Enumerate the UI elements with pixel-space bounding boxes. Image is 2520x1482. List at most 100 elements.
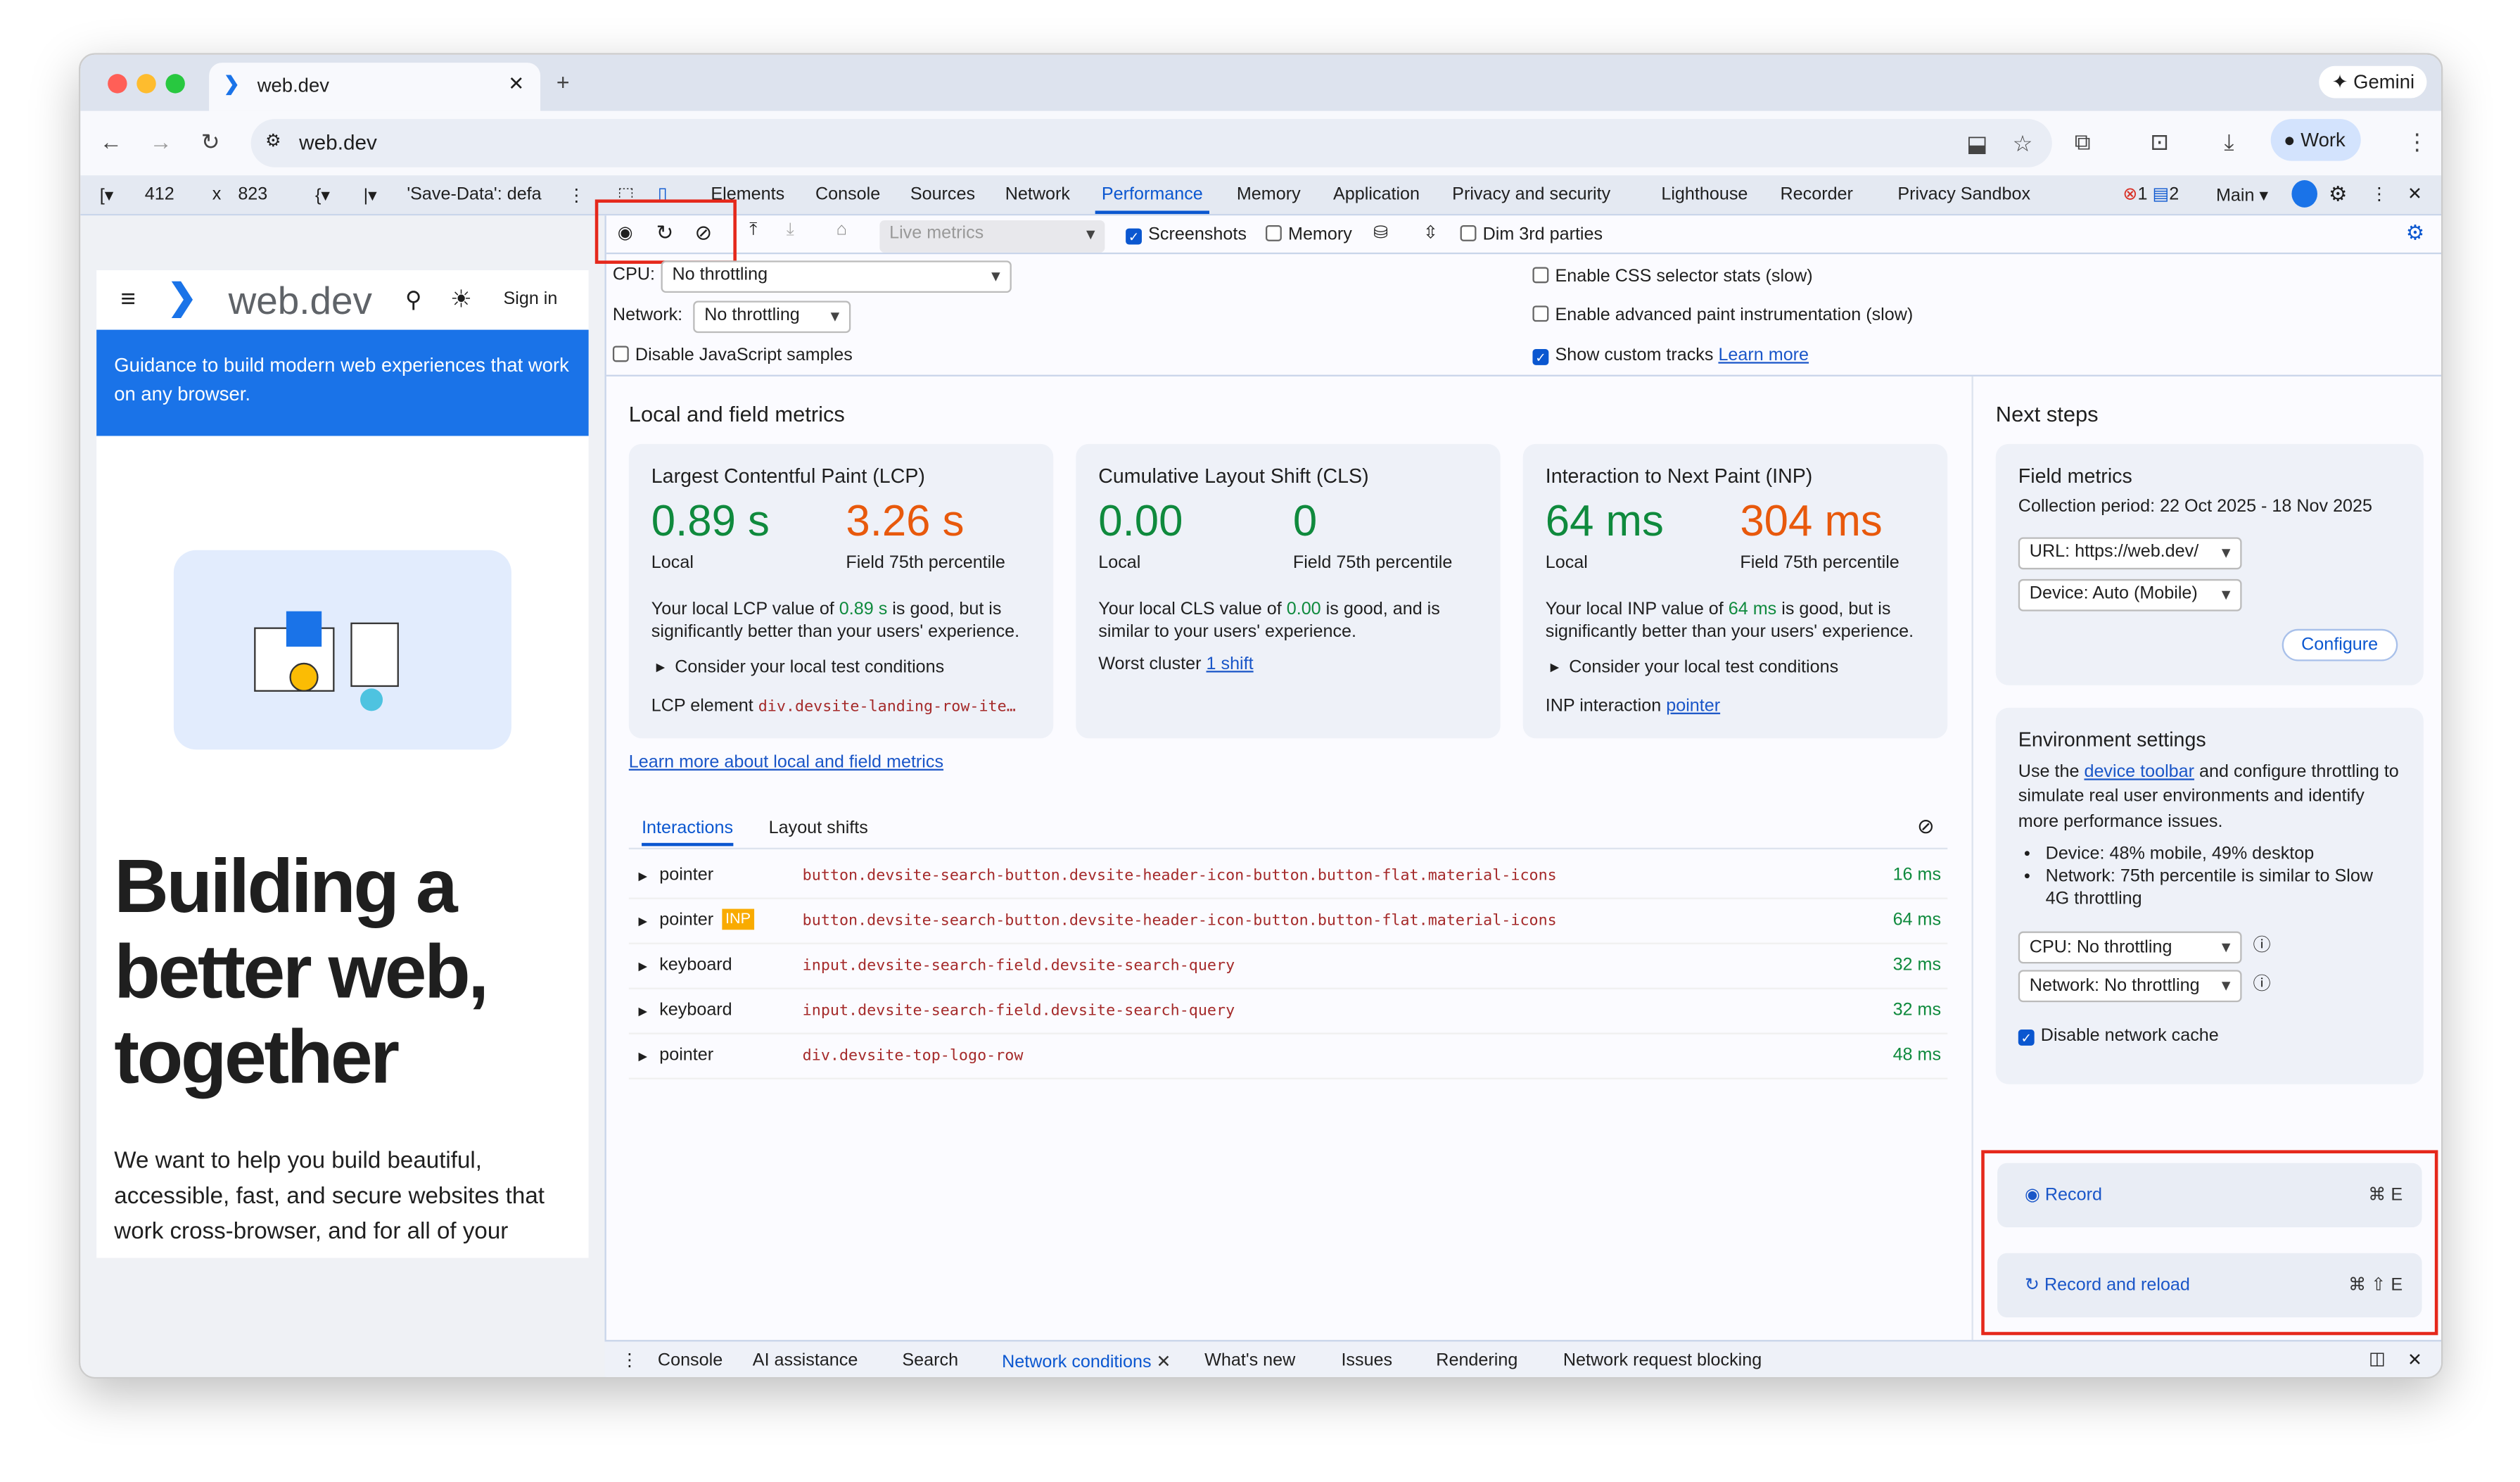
sign-in-link[interactable]: Sign in (503, 289, 558, 309)
profile-button[interactable]: ● Work (2270, 119, 2362, 161)
target-select[interactable]: Main ▾ (2215, 186, 2269, 206)
cpu-throttle-select[interactable]: No throttling (661, 260, 1012, 293)
inp-consider-toggle[interactable]: ▸ Consider your local test conditions (1550, 657, 1839, 678)
extensions-icon[interactable]: ⧉ (2074, 128, 2091, 155)
drawer-tab-network-conditions[interactable]: Network conditions ✕ (1002, 1351, 1171, 1377)
drawer-tab-whats-new[interactable]: What's new (1204, 1351, 1296, 1371)
back-icon[interactable]: ← (99, 128, 122, 155)
reload-record-icon[interactable]: ↻ (656, 220, 674, 245)
home-icon[interactable]: ⌂ (836, 220, 847, 240)
tab-privacy-security[interactable]: Privacy and security (1452, 184, 1611, 205)
search-icon[interactable]: ⚲ (405, 286, 422, 312)
download-icon[interactable]: ⤓ (786, 220, 794, 240)
minimize-window-button[interactable] (136, 74, 156, 94)
url-select[interactable]: URL: https://web.dev/ (2018, 537, 2242, 570)
device-toolbar-link[interactable]: device toolbar (2084, 761, 2195, 781)
devtools-menu-icon[interactable]: ⋮ (2370, 184, 2388, 205)
tab-interactions[interactable]: Interactions (642, 819, 734, 847)
issues-counter[interactable]: ⊗1 ▤2 (2123, 184, 2179, 204)
maximize-window-button[interactable] (165, 74, 185, 94)
gemini-button[interactable]: ✦ Gemini (2319, 65, 2428, 99)
url-bar[interactable]: ⚙ web.dev ⬓ ☆ (250, 119, 2052, 167)
device-toolbar-menu-icon[interactable]: ⋮ (567, 186, 586, 206)
screenshots-checkbox[interactable]: ✓ Screenshots (1126, 225, 1247, 245)
close-window-button[interactable] (108, 74, 127, 94)
capture-settings-icon[interactable]: ⚙ (2405, 220, 2425, 245)
record-button[interactable]: ◉ Record ⌘ E (1997, 1163, 2422, 1228)
tab-search-icon[interactable]: ⊡ (2150, 128, 2170, 155)
interaction-row[interactable]: ▸ pointer div.devsite-top-logo-row 48 ms (628, 1034, 1948, 1079)
lcp-element-value[interactable]: div.devsite-landing-row-ite… (758, 698, 1016, 716)
site-info-icon[interactable]: ⚙ (265, 132, 281, 151)
custom-tracks-checkbox[interactable]: ✓ Show custom tracks Learn more (1532, 346, 1809, 365)
drawer-tab-rendering[interactable]: Rendering (1436, 1351, 1518, 1371)
expand-icon[interactable]: ▸ (638, 912, 648, 932)
device-select[interactable]: [▾ (99, 186, 114, 206)
new-tab-icon[interactable]: + (556, 69, 570, 95)
height-input[interactable]: 823 (238, 184, 268, 205)
disable-js-samples-checkbox[interactable]: Disable JavaScript samples (612, 346, 853, 365)
interaction-selector[interactable]: input.devsite-search-field.devsite-searc… (802, 1002, 1235, 1020)
close-drawer-icon[interactable]: ✕ (2407, 1351, 2423, 1371)
hamburger-menu-icon[interactable]: ≡ (120, 286, 136, 314)
expand-icon[interactable]: ▸ (638, 867, 648, 887)
zoom-select[interactable]: {▾ (315, 186, 331, 206)
ai-assistant-icon[interactable] (2291, 180, 2317, 208)
device-select[interactable]: Device: Auto (Mobile) (2018, 578, 2242, 612)
bookmark-star-icon[interactable]: ☆ (2012, 130, 2033, 156)
drawer-tab-search[interactable]: Search (902, 1351, 959, 1371)
clear-interactions-icon[interactable]: ⊘ (1917, 813, 1935, 838)
interaction-row[interactable]: ▸ keyboard input.devsite-search-field.de… (628, 989, 1948, 1034)
site-logo[interactable]: web.dev (228, 279, 372, 324)
cpu-info-icon[interactable]: ⓘ (2253, 936, 2271, 956)
upload-icon[interactable]: ⤒ (749, 220, 758, 240)
interaction-selector[interactable]: input.devsite-search-field.devsite-searc… (802, 957, 1235, 975)
settings-gear-icon[interactable]: ⚙ (2328, 182, 2348, 206)
tab-recorder[interactable]: Recorder (1780, 184, 1853, 205)
close-tab-icon[interactable]: ✕ (1156, 1353, 1171, 1372)
width-input[interactable]: 412 (144, 184, 174, 205)
expand-icon[interactable]: ▸ (638, 957, 648, 977)
save-data-select[interactable]: 'Save-Data': defa (407, 184, 542, 205)
theme-toggle-icon[interactable]: ☀ (450, 286, 472, 314)
close-tab-icon[interactable]: ✕ (508, 72, 525, 95)
drawer-tab-request-blocking[interactable]: Network request blocking (1563, 1351, 1762, 1371)
interaction-selector[interactable]: button.devsite-search-button.devsite-hea… (802, 912, 1557, 930)
env-network-select[interactable]: Network: No throttling (2018, 970, 2242, 1003)
tab-lighthouse[interactable]: Lighthouse (1661, 184, 1748, 205)
tab-performance[interactable]: Performance (1095, 184, 1209, 215)
browser-menu-icon[interactable]: ⋮ (2405, 128, 2429, 155)
tab-layout-shifts[interactable]: Layout shifts (768, 818, 868, 838)
expand-icon[interactable]: ▸ (638, 1047, 648, 1067)
browser-tab[interactable]: ❯ web.dev ✕ (209, 63, 541, 111)
disable-cache-checkbox[interactable]: ✓ Disable network cache (2018, 1025, 2219, 1049)
memory-checkbox[interactable]: Memory (1266, 225, 1352, 244)
css-selector-stats-checkbox[interactable]: Enable CSS selector stats (slow) (1532, 267, 1813, 286)
inp-interaction-link[interactable]: pointer (1666, 696, 1721, 716)
expand-icon[interactable]: ▸ (638, 1002, 648, 1022)
drawer-tab-ai-assistance[interactable]: AI assistance (752, 1351, 858, 1371)
lcp-consider-toggle[interactable]: ▸ Consider your local test conditions (656, 657, 945, 678)
network-info-icon[interactable]: ⓘ (2253, 975, 2271, 994)
env-cpu-select[interactable]: CPU: No throttling (2018, 931, 2242, 964)
tab-memory[interactable]: Memory (1236, 184, 1301, 205)
throttle-select[interactable]: |▾ (363, 186, 377, 206)
tab-sources[interactable]: Sources (910, 184, 976, 205)
forward-icon[interactable]: → (149, 128, 172, 155)
record-icon[interactable]: ◉ (617, 223, 633, 243)
interaction-selector[interactable]: button.devsite-search-button.devsite-hea… (802, 867, 1557, 885)
download-icon[interactable]: ⤓ (2224, 128, 2234, 155)
live-metrics-select[interactable]: Live metrics (879, 220, 1105, 253)
close-devtools-icon[interactable]: ✕ (2407, 184, 2423, 205)
paint-instrumentation-checkbox[interactable]: Enable advanced paint instrumentation (s… (1532, 305, 1913, 325)
configure-button[interactable]: Configure (2282, 628, 2398, 661)
install-icon[interactable]: ⬓ (1966, 130, 1988, 156)
drawer-menu-icon[interactable]: ⋮ (621, 1351, 639, 1371)
tab-application[interactable]: Application (1333, 184, 1420, 205)
drawer-tab-issues[interactable]: Issues (1341, 1351, 1393, 1371)
tab-privacy-sandbox[interactable]: Privacy Sandbox (1897, 184, 2031, 205)
record-reload-button[interactable]: ↻ Record and reload ⌘ ⇧ E (1997, 1253, 2422, 1318)
reload-icon[interactable]: ↻ (201, 128, 220, 155)
interaction-row[interactable]: ▸ pointer INP button.devsite-search-butt… (628, 899, 1948, 944)
garbage-collect-icon[interactable]: ⛁ (1373, 223, 1389, 243)
